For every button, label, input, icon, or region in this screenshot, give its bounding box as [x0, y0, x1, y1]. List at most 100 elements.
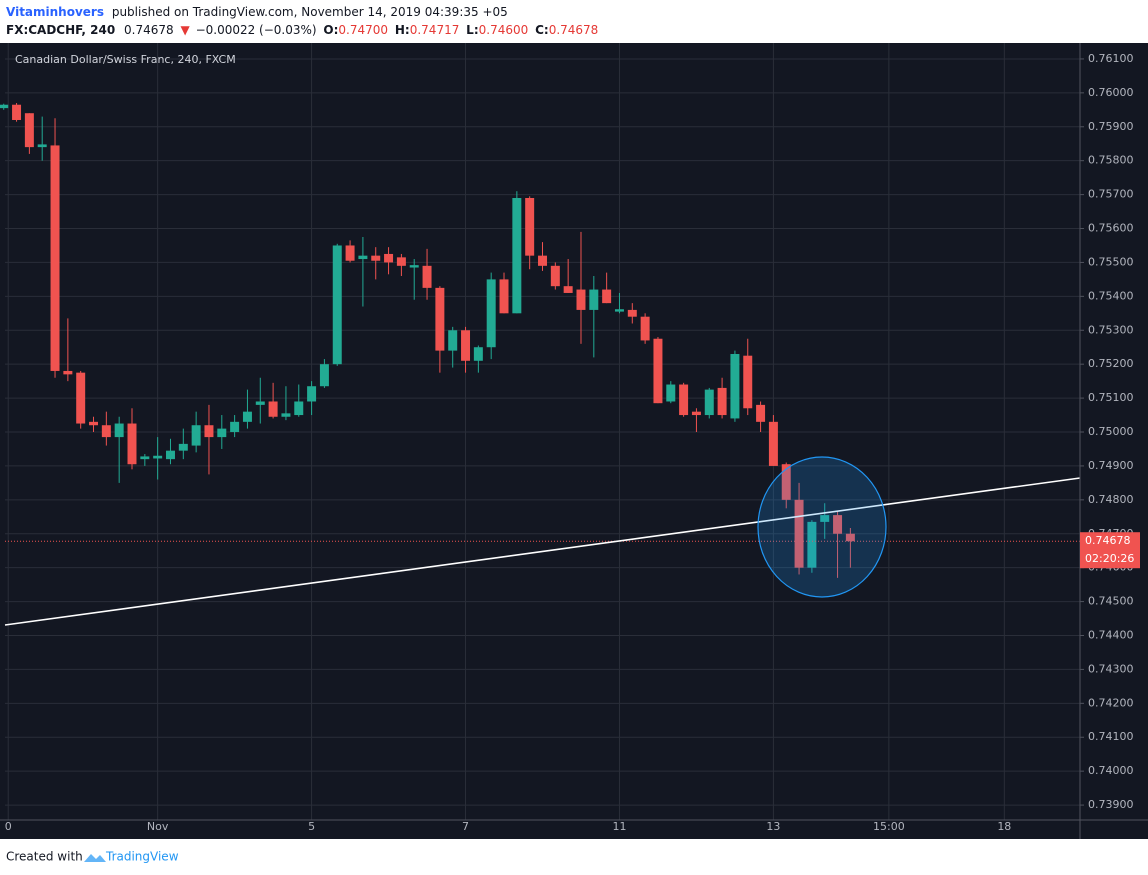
high-label: H: — [395, 23, 410, 37]
candle-body — [794, 499, 804, 568]
y-tick-label: 0.75000 — [1088, 425, 1134, 438]
ohlc-line: FX:CADCHF, 240 0.74678 ▼ −0.00022 (−0.03… — [6, 23, 598, 37]
candle-body — [704, 389, 714, 416]
y-tick-label: 0.73900 — [1088, 798, 1134, 811]
candle-body — [332, 245, 342, 365]
candle-body — [50, 145, 60, 371]
open: 0.74700 — [338, 23, 388, 37]
candle-body — [589, 289, 599, 310]
y-tick-label: 0.75300 — [1088, 323, 1134, 336]
x-tick-label: 11 — [612, 820, 626, 833]
countdown-label: 02:20:26 — [1085, 552, 1134, 565]
candle-body — [422, 265, 432, 288]
candle-body — [486, 279, 496, 348]
candles — [0, 103, 1080, 578]
candle-body — [833, 515, 843, 534]
y-tick-label: 0.76000 — [1088, 86, 1134, 99]
y-tick-label: 0.75800 — [1088, 154, 1134, 167]
candle-body — [294, 401, 304, 416]
candle-body — [281, 413, 291, 417]
publish-line: Vitaminhovers published on TradingView.c… — [6, 5, 508, 19]
candle-body — [178, 443, 188, 451]
candle-body — [448, 330, 458, 351]
open-label: O: — [323, 23, 338, 37]
candle-body — [627, 309, 637, 317]
last-price-label: 0.74678 — [1085, 534, 1131, 547]
candle-body — [499, 279, 509, 314]
last: 0.74678 — [124, 23, 174, 37]
candle-body — [0, 104, 9, 109]
candle-body — [743, 355, 753, 409]
candle-body — [268, 401, 278, 417]
low: 0.74600 — [479, 23, 529, 37]
y-tick-label: 0.75400 — [1088, 289, 1134, 302]
candle-body — [114, 423, 124, 438]
author[interactable]: Vitaminhovers — [6, 5, 104, 19]
footer-logo — [84, 854, 106, 862]
x-tick-label: 7 — [462, 820, 469, 833]
highlight-circle — [757, 456, 887, 598]
candle-body — [140, 456, 150, 460]
close: 0.74678 — [549, 23, 599, 37]
candle-body — [409, 265, 419, 268]
candle-body — [384, 253, 394, 263]
y-tick-label: 0.75900 — [1088, 120, 1134, 133]
candle-body — [717, 387, 727, 416]
candle-body — [204, 425, 214, 438]
y-tick-label: 0.76100 — [1088, 52, 1134, 65]
x-tick-label: 0 — [5, 820, 12, 833]
candle-body — [730, 354, 740, 419]
last-price-box — [1080, 532, 1140, 569]
candle-body — [845, 533, 855, 542]
y-tick-label: 0.75500 — [1088, 255, 1134, 268]
candle-body — [550, 265, 560, 287]
candle-body — [345, 245, 355, 261]
y-tick-label: 0.75200 — [1088, 357, 1134, 370]
candle-body — [396, 257, 406, 266]
candle-body — [76, 372, 86, 424]
candle-body — [563, 286, 573, 293]
footer-brand[interactable]: TradingView — [105, 850, 179, 864]
y-tick-label: 0.74800 — [1088, 493, 1134, 506]
y-tick-label: 0.75700 — [1088, 188, 1134, 201]
candle-body — [820, 515, 830, 522]
y-tick-label: 0.74900 — [1088, 459, 1134, 472]
candle-body — [12, 104, 22, 120]
candle-body — [371, 255, 381, 261]
candle-body — [679, 384, 689, 416]
candle-body — [255, 401, 265, 405]
candle-body — [768, 421, 778, 466]
arrow: ▼ — [181, 23, 191, 37]
candle-body — [538, 255, 547, 266]
trend-line — [4, 477, 1081, 626]
y-tick-label: 0.74300 — [1088, 662, 1134, 675]
close-label: C: — [535, 23, 549, 37]
candle-body — [807, 521, 817, 568]
grid — [5, 43, 1080, 820]
candle-body — [89, 421, 99, 426]
candle-body — [37, 144, 47, 148]
candle-body — [525, 197, 535, 256]
candle-body — [512, 197, 522, 314]
x-tick-label: 13 — [766, 820, 780, 833]
candle-body — [473, 347, 483, 361]
candle-body — [461, 330, 471, 361]
footer-created: Created with — [6, 850, 83, 864]
candle-body — [24, 113, 34, 148]
candle-body — [435, 287, 445, 351]
y-tick-label: 0.74400 — [1088, 629, 1134, 642]
candle-body — [319, 364, 329, 387]
candle-body — [576, 289, 586, 310]
candle-body — [358, 255, 368, 260]
y-tick-label: 0.74200 — [1088, 696, 1134, 709]
candle-body — [640, 316, 650, 341]
candle-body — [217, 428, 227, 438]
low-label: L: — [466, 23, 478, 37]
publish-info: published on TradingView.com, November 1… — [112, 5, 508, 19]
candle-body — [127, 423, 137, 465]
candle-body — [242, 411, 252, 422]
candle-body — [666, 384, 676, 402]
candle-body — [614, 309, 624, 312]
candle-body — [63, 370, 73, 375]
